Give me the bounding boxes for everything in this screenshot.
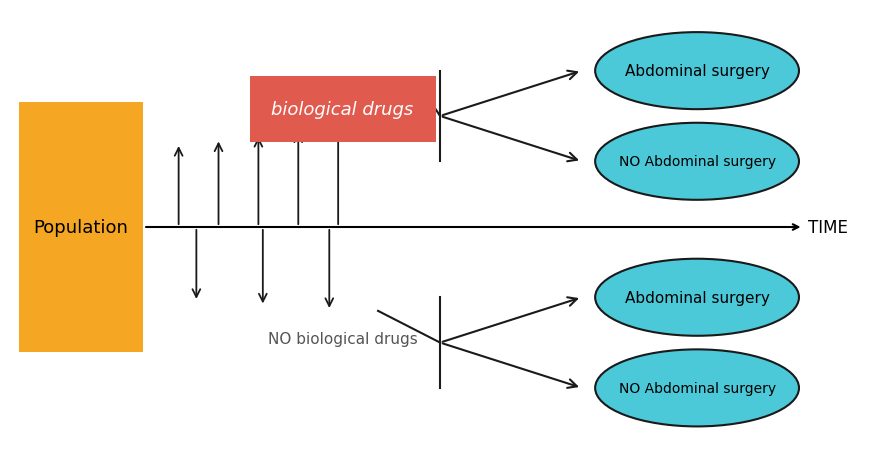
Text: Abdominal surgery: Abdominal surgery [625,290,770,305]
Ellipse shape [595,33,799,110]
Text: NO biological drugs: NO biological drugs [268,331,418,346]
Ellipse shape [595,259,799,336]
FancyBboxPatch shape [250,77,436,143]
Text: Population: Population [34,218,129,237]
Text: NO Abdominal surgery: NO Abdominal surgery [619,155,775,169]
Text: biological drugs: biological drugs [271,101,413,119]
Text: Abdominal surgery: Abdominal surgery [625,64,770,79]
Text: NO Abdominal surgery: NO Abdominal surgery [619,381,775,395]
FancyBboxPatch shape [19,103,143,352]
Ellipse shape [595,123,799,200]
Ellipse shape [595,349,799,426]
Text: TIME: TIME [808,218,848,237]
